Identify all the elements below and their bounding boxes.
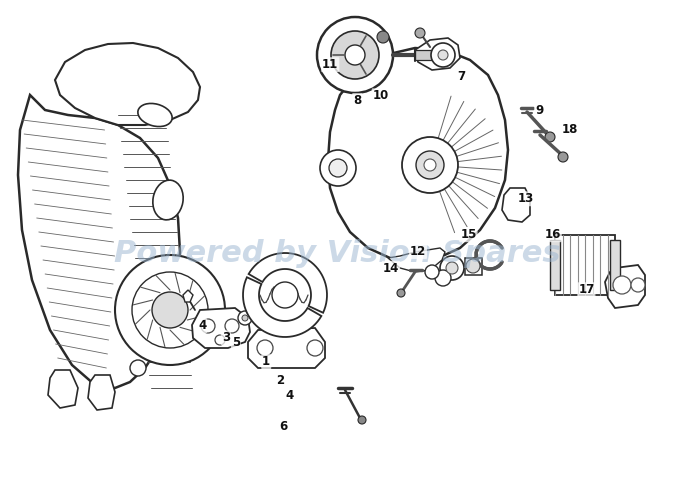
Polygon shape [465,258,482,275]
Circle shape [201,319,215,333]
Text: 6: 6 [279,420,287,433]
Circle shape [320,150,356,186]
Text: 1: 1 [262,355,270,368]
Polygon shape [249,253,327,313]
Polygon shape [550,240,560,290]
Circle shape [613,276,631,294]
Polygon shape [48,370,78,408]
Polygon shape [183,290,193,302]
Ellipse shape [131,331,159,349]
Text: 14: 14 [383,262,399,275]
Circle shape [438,50,448,60]
Polygon shape [415,50,435,60]
Text: 5: 5 [232,336,240,349]
Polygon shape [415,38,460,70]
Circle shape [152,292,188,328]
Circle shape [329,159,347,177]
Circle shape [307,340,323,356]
Polygon shape [610,240,620,290]
Circle shape [558,152,568,162]
Circle shape [130,360,146,376]
Text: 9: 9 [535,103,543,117]
Polygon shape [555,235,615,295]
Circle shape [446,262,458,274]
Circle shape [435,270,451,286]
Polygon shape [192,308,250,348]
Text: 8: 8 [353,94,361,107]
Ellipse shape [138,103,172,126]
Circle shape [132,272,208,348]
Circle shape [257,340,273,356]
Circle shape [317,17,393,93]
Polygon shape [248,328,325,368]
Circle shape [424,159,436,171]
Circle shape [425,265,439,279]
Text: 3: 3 [222,331,230,344]
Circle shape [238,311,252,325]
Text: 7: 7 [458,70,466,83]
Circle shape [440,256,464,280]
Circle shape [225,319,239,333]
Circle shape [545,132,555,142]
Text: 17: 17 [578,283,594,297]
Circle shape [431,43,455,67]
Polygon shape [18,95,180,388]
Circle shape [331,31,379,79]
Text: 16: 16 [545,228,561,241]
Circle shape [466,259,480,273]
Polygon shape [502,188,530,222]
Circle shape [115,255,225,365]
Polygon shape [388,248,445,272]
Polygon shape [243,277,321,337]
Text: 12: 12 [410,245,426,258]
Text: 4: 4 [198,319,206,332]
Circle shape [345,45,365,65]
Text: 18: 18 [561,123,578,136]
Text: 2: 2 [276,374,284,388]
Polygon shape [605,265,645,308]
Text: 15: 15 [460,228,477,241]
Circle shape [631,278,645,292]
Text: 11: 11 [322,58,338,71]
Circle shape [358,416,366,424]
Ellipse shape [153,180,183,220]
Circle shape [416,151,444,179]
Text: Powered by Vision Spares: Powered by Vision Spares [114,240,560,268]
Circle shape [242,315,248,321]
Polygon shape [328,48,508,262]
Polygon shape [55,43,200,125]
Circle shape [215,335,225,345]
Circle shape [402,137,458,193]
Circle shape [377,31,389,43]
Text: 4: 4 [286,388,294,402]
Circle shape [272,282,298,308]
Circle shape [397,289,405,297]
Circle shape [415,28,425,38]
Text: 13: 13 [518,192,534,205]
Text: 10: 10 [373,89,389,103]
Polygon shape [88,375,115,410]
